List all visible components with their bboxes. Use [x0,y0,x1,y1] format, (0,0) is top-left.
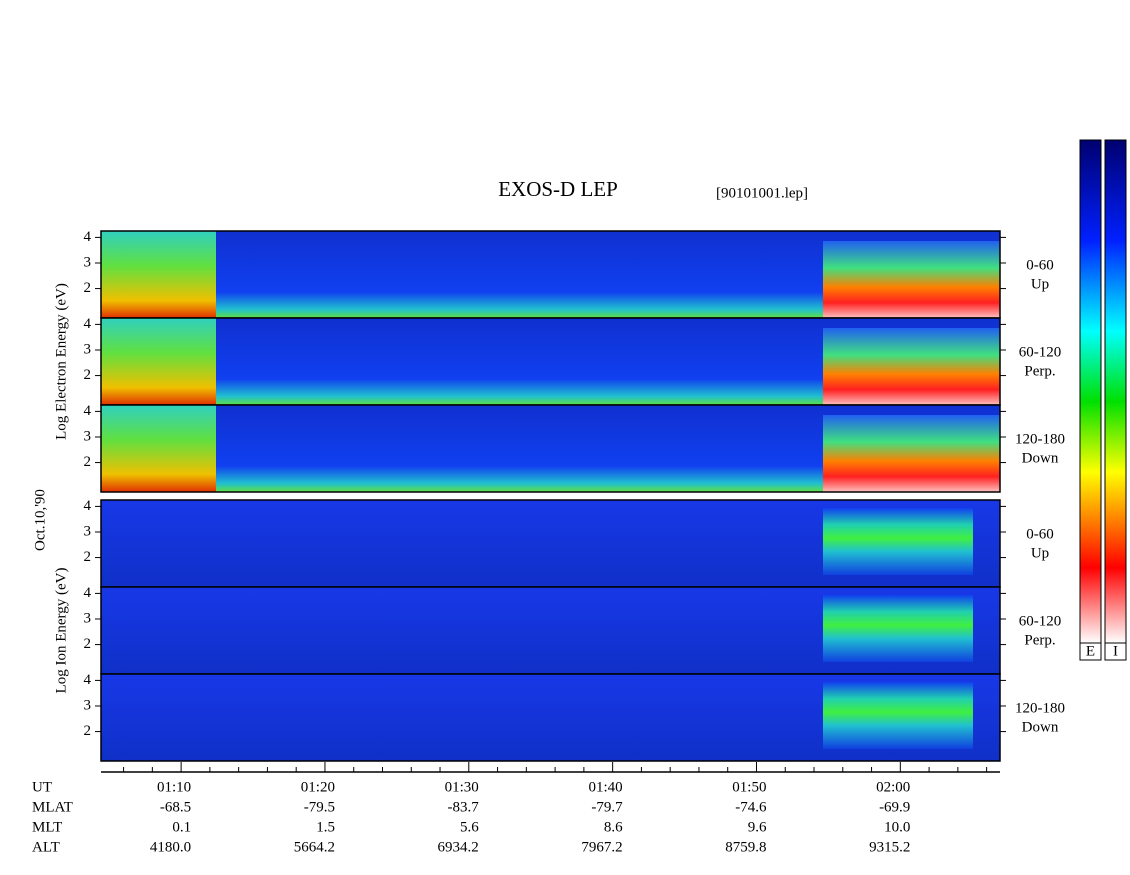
spectrogram [823,682,973,749]
panel-label: Up [1031,276,1049,292]
y-tick-label: 2 [84,549,92,565]
panel-label: Perp. [1024,363,1055,379]
ephemeris-value: 1.5 [316,819,335,835]
colorbar-label-box [1079,642,1102,661]
ephemeris-value: 9315.2 [869,839,910,855]
colorbars: E I [1079,139,1127,661]
y-tick-label: 3 [84,523,92,539]
chart-title: EXOS-D LEP [498,177,618,201]
y-tick-label: 3 [84,610,92,626]
panel-frame [100,673,1001,762]
ephemeris-value: 10.0 [884,819,910,835]
y-tick-label: 4 [84,672,92,688]
colorbar-label-box [1104,642,1127,661]
colorbar-label: E [1086,643,1095,659]
ephemeris-value: 5.6 [460,819,479,835]
y-tick-label: 2 [84,280,92,296]
ephemeris-value: 6934.2 [438,839,479,855]
spectrogram [823,415,1000,492]
ephemeris-value: -68.5 [160,799,191,815]
ephemeris-row-label: MLT [32,819,62,835]
ephemeris-value: -79.5 [304,799,335,815]
y-tick-label: 3 [84,341,92,357]
y-axis-label: Log Electron Energy (eV) [53,283,69,440]
colorbar [1079,139,1102,644]
panel-label: Perp. [1024,632,1055,648]
ephemeris-row-label: MLAT [32,799,73,815]
ephemeris-value: 5664.2 [294,839,335,855]
spectrogram [823,328,1000,405]
panel-label: 120-180 [1015,700,1065,716]
colorbar-label: I [1113,643,1118,659]
ephemeris-value: 0.1 [172,819,191,835]
y-tick-label: 2 [84,636,92,652]
panel-label: Up [1031,545,1049,561]
y-tick-label: 4 [84,316,92,332]
ephemeris-row-label: UT [32,779,52,795]
spectrogram [823,241,1000,318]
ephemeris-value: -83.7 [448,799,480,815]
y-tick-label: 4 [84,498,92,514]
colorbar [1104,139,1127,644]
ephemeris-value: 8759.8 [725,839,766,855]
y-tick-label: 2 [84,367,92,383]
ephemeris-value: -74.6 [735,799,767,815]
y-tick-label: 4 [84,403,92,419]
ephemeris-value: 9.6 [748,819,767,835]
subtitle: [90101001.lep] [716,185,808,201]
spectrogram [101,405,216,492]
x-tick-label: 01:50 [732,779,766,795]
date-label: Oct.10,'90 [32,489,48,551]
x-tick-label: 01:30 [445,779,479,795]
x-tick-label: 02:00 [876,779,910,795]
spectrogram [101,231,216,318]
ephemeris-value: 8.6 [604,819,623,835]
panel-label: Down [1022,450,1059,466]
spectrogram [823,508,973,575]
y-tick-label: 4 [84,585,92,601]
ephemeris-value: -79.7 [591,799,623,815]
y-tick-label: 3 [84,428,92,444]
ephemeris-value: 7967.2 [581,839,622,855]
ephemeris-row-label: ALT [32,839,60,855]
x-tick-label: 01:10 [157,779,191,795]
panel-label: 60-120 [1019,344,1062,360]
ephemeris-value: -69.9 [879,799,910,815]
ephemeris-value: 4180.0 [150,839,191,855]
panel-label: 0-60 [1026,257,1054,273]
panel-label: 60-120 [1019,613,1062,629]
y-tick-label: 3 [84,254,92,270]
y-tick-label: 2 [84,723,92,739]
x-tick-label: 01:20 [301,779,335,795]
panel-frame [100,404,1001,493]
spectrogram [101,318,216,405]
y-tick-label: 3 [84,697,92,713]
panel-label: 120-180 [1015,431,1065,447]
y-tick-label: 2 [84,454,92,470]
y-tick-label: 4 [84,229,92,245]
x-tick-label: 01:40 [588,779,622,795]
y-axis-label: Log Ion Energy (eV) [53,568,69,694]
panel-label: Down [1022,719,1059,735]
panel-label: 0-60 [1026,526,1054,542]
spectrogram [823,595,973,662]
